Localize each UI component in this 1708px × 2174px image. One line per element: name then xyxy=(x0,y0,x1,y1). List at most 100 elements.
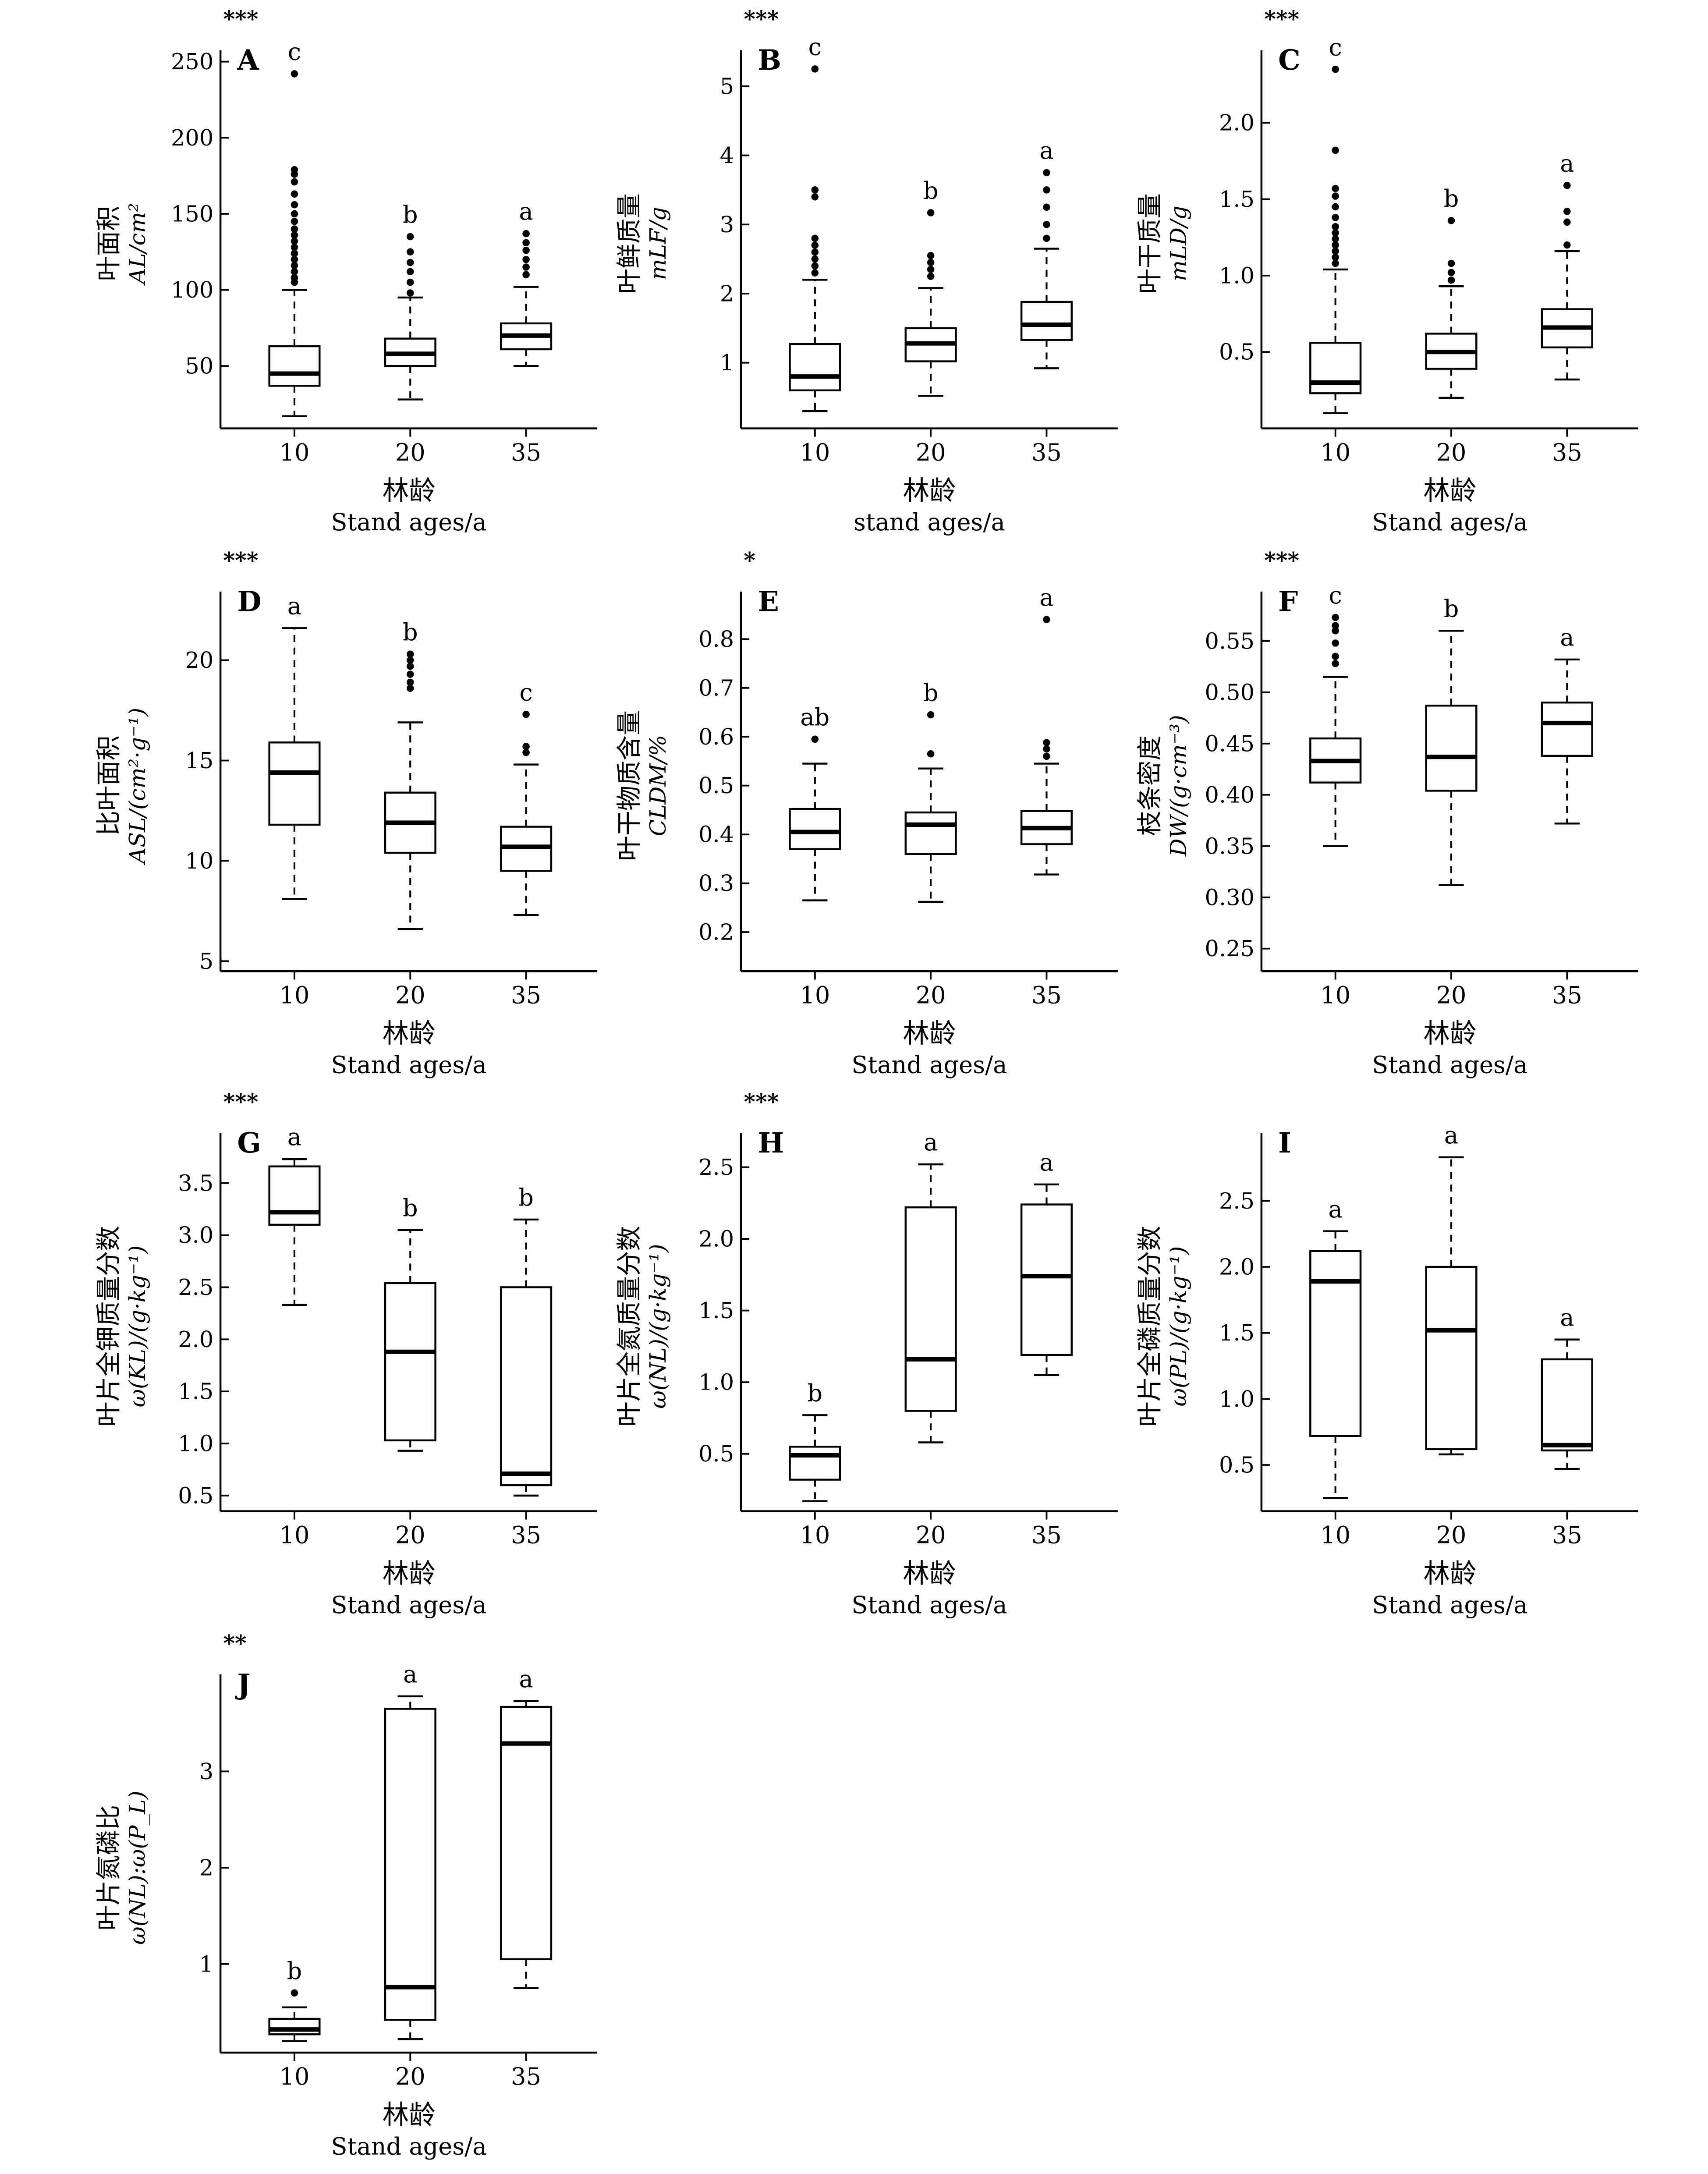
significance-label: *** xyxy=(1264,6,1299,32)
outlier-point xyxy=(927,273,935,280)
outlier-point xyxy=(407,650,414,658)
outlier-point xyxy=(407,684,414,692)
significance-label: *** xyxy=(744,1089,779,1115)
outlier-point xyxy=(522,255,530,263)
x-axis-title-en: Stand ages/a xyxy=(1372,1051,1527,1079)
outlier-point xyxy=(291,1989,298,1997)
y-tick-label: 1.5 xyxy=(698,1298,734,1324)
outlier-point xyxy=(927,209,935,216)
panel-letter: C xyxy=(1278,44,1300,77)
outlier-point xyxy=(927,750,935,758)
outlier-point xyxy=(1332,241,1339,249)
outlier-point xyxy=(291,218,298,225)
significance-label: ** xyxy=(223,1630,247,1656)
y-tick-label: 2.0 xyxy=(178,1327,213,1353)
y-axis-title-cn: 叶片全氮质量分数 xyxy=(614,1226,644,1426)
y-axis-title-cn: 叶鲜质量 xyxy=(614,193,644,294)
x-axis-title-cn: 林龄 xyxy=(1423,1018,1476,1049)
group-letter: c xyxy=(1329,582,1342,609)
outlier-point xyxy=(1332,235,1339,243)
outlier-point xyxy=(1332,614,1339,621)
y-axis-title: 叶片全钾质量分数 ω(KL)/(g·kg⁻¹) xyxy=(94,1226,151,1426)
x-tick-label: 10 xyxy=(1320,439,1350,466)
outlier-point xyxy=(291,178,298,186)
outlier-point xyxy=(291,255,298,263)
box-35: a xyxy=(500,198,553,367)
group-letter: a xyxy=(519,198,533,225)
x-axis-title-en: Stand ages/a xyxy=(851,1051,1007,1079)
outlier-point xyxy=(811,255,819,263)
panel-letter: I xyxy=(1278,1127,1291,1160)
iqr-box xyxy=(904,811,957,855)
panel-letter: E xyxy=(758,585,779,618)
y-tick-label: 1.0 xyxy=(1219,1387,1254,1412)
y-tick-label: 0.55 xyxy=(1205,628,1254,654)
outlier-point xyxy=(291,201,298,209)
y-tick-label: 100 xyxy=(171,277,213,303)
x-tick-label: 35 xyxy=(1031,1521,1062,1549)
outlier-point xyxy=(1447,217,1455,224)
outlier-point xyxy=(522,230,530,238)
outlier-point xyxy=(291,70,298,78)
outlier-point xyxy=(407,670,414,678)
y-axis-title: 叶片全磷质量分数 ω(PL)/(g·kg⁻¹) xyxy=(1135,1226,1192,1426)
y-axis-title: 叶面积 AL/cm² xyxy=(94,203,151,286)
box-35: a xyxy=(1020,137,1073,369)
group-letter: ab xyxy=(800,703,829,731)
x-tick-label: 35 xyxy=(511,981,541,1009)
iqr-box xyxy=(268,345,321,387)
x-axis-title-cn: 林龄 xyxy=(903,475,956,506)
group-letter: b xyxy=(808,1380,823,1407)
group-letter: a xyxy=(403,1660,417,1688)
outlier-point xyxy=(1332,259,1339,267)
x-axis-title-en: Stand ages/a xyxy=(1372,1591,1527,1619)
outlier-point xyxy=(1043,169,1050,177)
y-tick-label: 5 xyxy=(720,74,734,99)
group-letter: a xyxy=(287,1123,301,1151)
y-tick-label: 2.0 xyxy=(1219,110,1254,136)
x-axis-title-en: Stand ages/a xyxy=(331,1051,487,1079)
y-tick-label: 4 xyxy=(720,143,734,169)
y-tick-label: 0.6 xyxy=(698,724,734,750)
iqr-box xyxy=(268,1165,321,1226)
outlier-point xyxy=(1332,622,1339,629)
y-tick-label: 250 xyxy=(171,49,213,75)
y-tick-label: 0.5 xyxy=(1219,1453,1254,1479)
x-axis-title-cn: 林龄 xyxy=(903,1018,956,1049)
outlier-point xyxy=(407,233,414,241)
box-35: a xyxy=(1541,149,1593,381)
y-axis-title: 枝条密度 DW/(g·cm⁻³) xyxy=(1135,715,1192,857)
box-20: b xyxy=(904,679,957,903)
box-35: c xyxy=(500,678,553,916)
x-axis-title-en: Stand ages/a xyxy=(331,1591,487,1619)
outlier-point xyxy=(1043,752,1050,760)
y-tick-label: 5 xyxy=(199,949,213,975)
outlier-point xyxy=(291,249,298,257)
group-letter: a xyxy=(924,1128,938,1156)
group-letter: a xyxy=(1560,1304,1574,1331)
outlier-point xyxy=(522,239,530,247)
outlier-point xyxy=(407,248,414,256)
y-axis-title: 比叶面积 ASL/(cm²·g⁻¹) xyxy=(94,708,151,865)
y-axis-title-symbol: mLF/g xyxy=(645,207,671,280)
group-letter: b xyxy=(287,1957,302,1985)
significance-label: *** xyxy=(744,6,779,32)
outlier-point xyxy=(1332,184,1339,192)
x-tick-label: 35 xyxy=(1552,981,1582,1009)
iqr-box xyxy=(1309,1250,1362,1437)
y-axis-title-symbol: CLDM/% xyxy=(645,735,671,836)
outlier-point xyxy=(811,262,819,270)
y-tick-label: 15 xyxy=(185,748,213,774)
outlier-point xyxy=(522,263,530,271)
y-tick-label: 2.0 xyxy=(698,1227,734,1252)
group-letter: c xyxy=(808,33,822,61)
y-axis-title-symbol: AL/cm² xyxy=(125,203,151,286)
outlier-point xyxy=(811,186,819,194)
x-tick-label: 10 xyxy=(280,1521,310,1549)
y-tick-label: 1.0 xyxy=(1219,263,1254,289)
x-tick-label: 20 xyxy=(1436,981,1467,1009)
iqr-box xyxy=(500,1706,553,1961)
box-10: b xyxy=(268,1957,321,2042)
